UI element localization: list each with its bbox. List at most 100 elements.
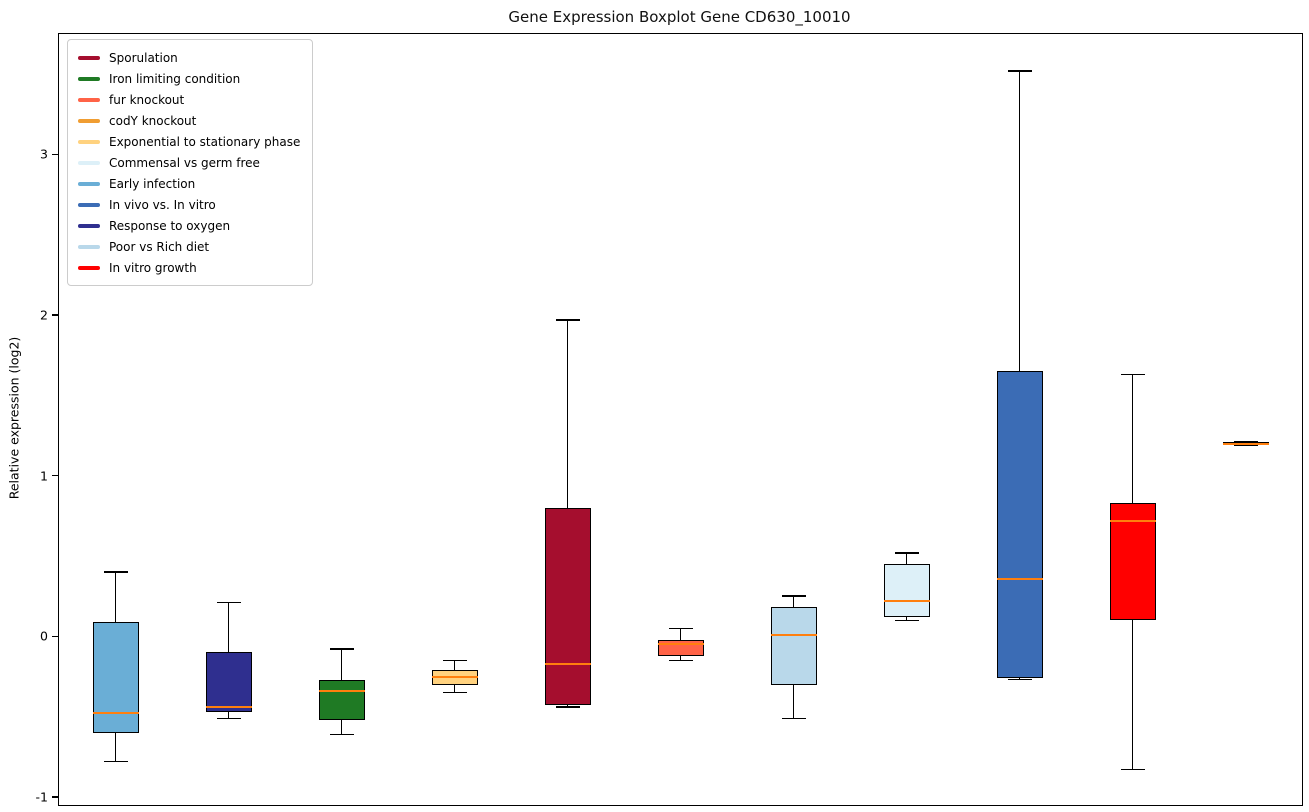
y-tick-label: 1	[40, 468, 48, 484]
box	[770, 607, 817, 685]
upper-whisker-cap	[668, 627, 693, 629]
lower-whisker	[1131, 620, 1134, 770]
y-tick-mark	[52, 153, 58, 156]
y-tick-label: 2	[40, 307, 48, 323]
median-line	[770, 633, 817, 636]
box	[205, 652, 252, 712]
legend-item: In vivo vs. In vitro	[78, 194, 300, 215]
lower-whisker	[792, 684, 795, 719]
legend-item: Commensal vs germ free	[78, 152, 300, 173]
median-line	[92, 712, 139, 715]
lower-whisker	[1018, 678, 1021, 680]
lower-whisker	[453, 684, 456, 693]
legend-swatch	[78, 118, 100, 123]
upper-whisker	[566, 319, 569, 508]
lower-whisker	[340, 719, 343, 735]
legend-swatch	[78, 202, 100, 207]
lower-whisker-cap	[781, 717, 806, 719]
legend-label: codY knockout	[109, 113, 197, 128]
upper-whisker	[340, 649, 343, 680]
upper-whisker	[792, 596, 795, 608]
legend-item: Sporulation	[78, 47, 300, 68]
y-tick-label: 3	[40, 146, 48, 162]
upper-whisker	[905, 552, 908, 565]
upper-whisker	[227, 602, 230, 653]
lower-whisker-cap	[216, 717, 241, 719]
legend-item: Exponential to stationary phase	[78, 131, 300, 152]
upper-whisker	[1018, 70, 1021, 372]
median-line	[657, 643, 704, 646]
lower-whisker	[905, 617, 908, 621]
upper-whisker	[1131, 374, 1134, 504]
lower-whisker-cap	[442, 691, 467, 694]
legend-label: Response to oxygen	[109, 218, 231, 233]
legend-label: Exponential to stationary phase	[109, 134, 301, 149]
box	[883, 564, 930, 618]
median-line	[431, 675, 478, 678]
median-line	[318, 689, 365, 692]
upper-whisker	[453, 660, 456, 671]
legend-label: Early infection	[109, 176, 196, 191]
upper-whisker-cap	[442, 659, 467, 662]
y-tick-mark	[52, 314, 58, 316]
legend-item: codY knockout	[78, 110, 300, 131]
median-line	[996, 577, 1043, 580]
legend-swatch	[78, 265, 100, 270]
legend-label: Commensal vs germ free	[109, 155, 260, 170]
box	[657, 639, 704, 656]
upper-whisker-cap	[1007, 70, 1032, 72]
legend-label: In vivo vs. In vitro	[109, 197, 216, 212]
lower-whisker	[227, 711, 230, 719]
y-tick-mark	[52, 635, 58, 638]
legend-swatch	[78, 97, 100, 102]
upper-whisker-cap	[1233, 441, 1258, 443]
box	[544, 507, 591, 706]
legend-item: fur knockout	[78, 89, 300, 110]
y-tick-mark	[52, 796, 58, 798]
lower-whisker-cap	[103, 760, 128, 763]
legend-item: Iron limiting condition	[78, 68, 300, 89]
legend-swatch	[78, 76, 100, 81]
lower-whisker	[114, 732, 117, 762]
legend-swatch	[78, 160, 100, 165]
legend-item: Poor vs Rich diet	[78, 236, 300, 257]
box	[1109, 503, 1156, 621]
legend-swatch	[78, 139, 100, 144]
lower-whisker-cap	[1233, 444, 1258, 446]
y-axis-label: Relative expression (log2)	[6, 336, 22, 500]
legend-swatch	[78, 181, 100, 186]
upper-whisker-cap	[555, 319, 580, 321]
lower-whisker-cap	[329, 733, 354, 736]
legend-swatch	[78, 244, 100, 249]
plot-area: Sporulation Iron limiting condition fur kn…	[36, 33, 1303, 806]
chart-title: Gene Expression Boxplot Gene CD630_10010	[508, 8, 851, 26]
lower-whisker-cap	[668, 659, 693, 662]
upper-whisker-cap	[216, 601, 241, 604]
legend-item: Response to oxygen	[78, 215, 300, 236]
lower-whisker	[679, 655, 682, 661]
median-line	[1222, 442, 1269, 445]
legend-label: fur knockout	[109, 92, 185, 107]
y-tick-mark	[52, 475, 58, 477]
box	[92, 621, 139, 733]
median-line	[883, 600, 930, 602]
legend: Sporulation Iron limiting condition fur kn…	[67, 39, 314, 286]
legend-label: In vitro growth	[109, 260, 197, 275]
upper-whisker-cap	[329, 648, 354, 650]
y-tick-label: 0	[40, 628, 48, 644]
legend-swatch	[78, 223, 100, 228]
upper-whisker-cap	[103, 571, 128, 573]
lower-whisker-cap	[555, 706, 580, 708]
upper-whisker-cap	[781, 595, 806, 597]
median-line	[544, 662, 591, 665]
lower-whisker-cap	[894, 619, 919, 621]
legend-label: Iron limiting condition	[109, 71, 241, 86]
median-line	[1109, 519, 1156, 522]
legend-label: Poor vs Rich diet	[109, 239, 210, 254]
legend-item: Early infection	[78, 173, 300, 194]
box	[996, 371, 1043, 679]
upper-whisker	[114, 572, 117, 622]
box	[318, 679, 365, 720]
upper-whisker	[679, 628, 682, 640]
